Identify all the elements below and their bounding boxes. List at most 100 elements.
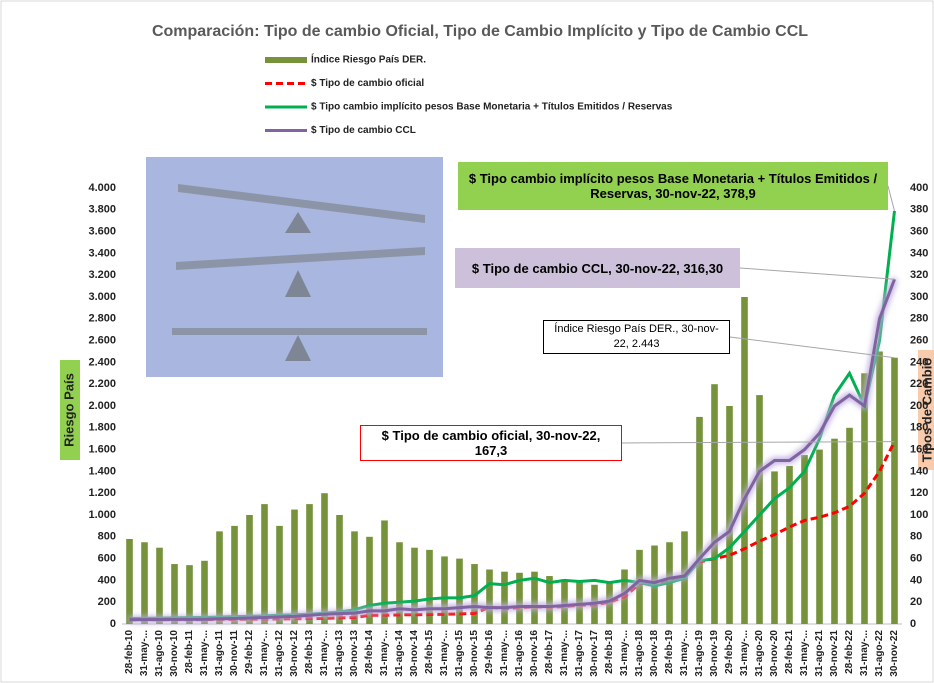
x-tick-label: 31-ago-11 <box>214 630 225 677</box>
y2-tick-label: 20 <box>910 596 922 608</box>
y-tick-label: 2.400 <box>88 356 116 368</box>
y-tick-label: 200 <box>98 596 116 608</box>
y-tick-label: 3.400 <box>88 247 116 259</box>
y2-tick-label: 120 <box>910 487 928 499</box>
y-tick-label: 0 <box>110 618 116 630</box>
y2-tick-label: 380 <box>910 204 928 216</box>
bar <box>381 520 388 624</box>
x-tick-label: 31-ago-10 <box>154 630 165 677</box>
y-tick-label: 2.600 <box>88 335 116 347</box>
x-tick-label: 31-may-... <box>379 630 390 676</box>
bar <box>246 515 253 624</box>
y-tick-label: 3.000 <box>88 291 116 303</box>
x-tick-label: 30-nov-21 <box>829 630 840 677</box>
x-tick-label: 30-nov-17 <box>589 630 600 677</box>
x-tick-label: 31-ago-16 <box>514 630 525 677</box>
y-axis-label: Riesgo País <box>61 373 76 447</box>
annotation: $ Tipo cambio implícito pesos Base Monet… <box>458 162 888 210</box>
y2-tick-label: 240 <box>910 356 928 368</box>
x-tick-label: 30-nov-10 <box>169 630 180 677</box>
x-tick-label: 31-may-... <box>499 630 510 676</box>
x-tick-label: 31-ago-12 <box>274 630 285 677</box>
y-tick-label: 2.800 <box>88 313 116 325</box>
x-tick-label: 30-nov-15 <box>469 630 480 677</box>
chart-title: Comparación: Tipo de cambio Oficial, Tip… <box>152 23 808 40</box>
y-tick-label: 2.000 <box>88 400 116 412</box>
bar <box>291 510 298 624</box>
bar <box>186 565 193 624</box>
bar <box>831 439 838 624</box>
x-tick-label: 28-feb-18 <box>604 630 615 674</box>
y2-tick-label: 220 <box>910 378 928 390</box>
bar <box>411 548 418 624</box>
x-tick-label: 30-nov-14 <box>409 630 420 677</box>
x-tick-label: 28-feb-10 <box>124 630 135 674</box>
x-tick-label: 31-may-... <box>559 630 570 676</box>
y-tick-label: 800 <box>98 531 116 543</box>
bar <box>216 531 223 624</box>
x-tick-label: 31-may-... <box>439 630 450 676</box>
x-tick-label: 30-nov-22 <box>889 630 900 677</box>
y2-tick-label: 340 <box>910 247 928 259</box>
x-tick-label: 31-may-... <box>199 630 210 676</box>
x-tick-label: 31-may-... <box>679 630 690 676</box>
x-tick-label: 28-feb-21 <box>784 630 795 674</box>
chart: Comparación: Tipo de cambio Oficial, Tip… <box>0 0 934 683</box>
bar <box>891 358 898 624</box>
bar <box>711 384 718 624</box>
bar <box>636 550 643 624</box>
seesaw-image <box>146 157 443 377</box>
y2-tick-label: 40 <box>910 574 922 586</box>
y-tick-label: 400 <box>98 574 116 586</box>
bar <box>336 515 343 624</box>
x-tick-label: 30-nov-18 <box>649 630 660 677</box>
y-tick-label: 1.600 <box>88 444 116 456</box>
bar <box>696 417 703 624</box>
bar <box>756 395 763 624</box>
y-tick-label: 2.200 <box>88 378 116 390</box>
y2-tick-label: 320 <box>910 269 928 281</box>
x-tick-label: 28-feb-17 <box>544 630 555 674</box>
bar <box>861 373 868 624</box>
x-tick-label: 31-ago-14 <box>394 630 405 677</box>
y2-tick-label: 80 <box>910 531 922 543</box>
x-tick-label: 31-ago-15 <box>454 630 465 677</box>
x-tick-label: 30-nov-20 <box>769 630 780 677</box>
x-tick-label: 30-nov-11 <box>229 630 240 677</box>
y-tick-label: 600 <box>98 553 116 565</box>
bar <box>261 504 268 624</box>
x-tick-label: 31-may-... <box>619 630 630 676</box>
bar <box>741 297 748 624</box>
legend-label: $ Tipo de cambio oficial <box>311 78 424 89</box>
x-tick-label: 31-ago-18 <box>634 630 645 677</box>
annotation: $ Tipo de cambio CCL, 30-nov-22, 316,30 <box>455 248 740 288</box>
y-tick-label: 4.000 <box>88 182 116 194</box>
y-tick-label: 1.200 <box>88 487 116 499</box>
legend-swatch <box>265 57 307 63</box>
x-tick-label: 28-feb-13 <box>304 630 315 674</box>
y2-tick-label: 180 <box>910 422 928 434</box>
x-tick-label: 31-may-... <box>319 630 330 676</box>
x-tick-label: 29-feb-12 <box>244 630 255 674</box>
x-tick-label: 28-feb-14 <box>364 630 375 674</box>
x-tick-label: 31-ago-20 <box>754 630 765 677</box>
y-tick-label: 3.600 <box>88 226 116 238</box>
x-tick-label: 30-nov-19 <box>709 630 720 677</box>
y2-tick-label: 360 <box>910 226 928 238</box>
bar <box>306 504 313 624</box>
y-tick-label: 1.000 <box>88 509 116 521</box>
x-tick-label: 28-feb-19 <box>664 630 675 674</box>
y-tick-label: 1.400 <box>88 465 116 477</box>
bar <box>501 572 508 624</box>
legend-label: $ Tipo de cambio CCL <box>311 125 416 136</box>
annotation: Índice Riesgo País DER., 30-nov-22, 2.44… <box>543 320 730 354</box>
bar <box>231 526 238 624</box>
bar <box>561 579 568 624</box>
legend-label: $ Tipo cambio implícito pesos Base Monet… <box>311 102 673 113</box>
bar <box>486 570 493 625</box>
x-tick-label: 31-may-... <box>139 630 150 676</box>
x-tick-label: 31-may-... <box>259 630 270 676</box>
y-tick-label: 3.800 <box>88 204 116 216</box>
x-tick-label: 31-ago-21 <box>814 630 825 677</box>
bar <box>726 406 733 624</box>
